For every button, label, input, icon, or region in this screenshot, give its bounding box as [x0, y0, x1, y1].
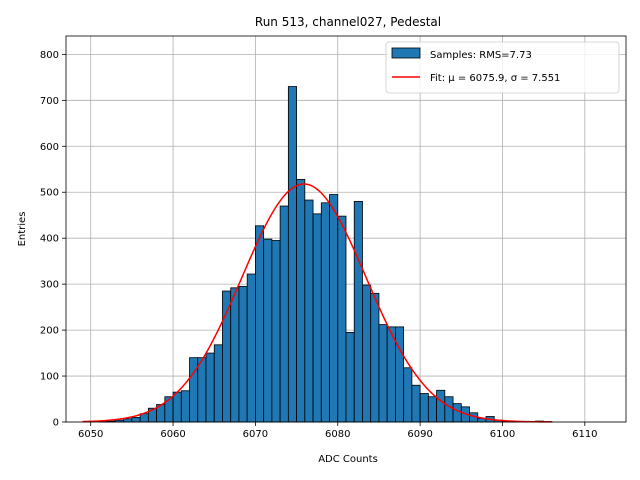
histogram-bar — [395, 326, 405, 423]
x-axis-label: ADC Counts — [318, 454, 378, 465]
histogram-bar — [403, 367, 413, 423]
x-axis-ticks: 6050 6060 6070 6080 6090 6100 6110 — [78, 422, 598, 440]
histogram-bar — [197, 357, 207, 423]
legend-samples-label: Samples: RMS=7.73 — [430, 50, 532, 61]
x-tick-label: 6090 — [407, 429, 432, 440]
histogram-bar — [312, 213, 322, 423]
legend-fit-label: Fit: μ = 6075.9, σ = 7.551 — [430, 73, 560, 84]
histogram-bar — [304, 199, 314, 423]
histogram-bar — [164, 396, 174, 423]
histogram-bar — [320, 202, 330, 423]
x-tick-label: 6110 — [572, 429, 597, 440]
histogram-bar — [172, 391, 182, 423]
y-tick-label: 0 — [53, 418, 59, 429]
histogram-bar — [362, 284, 372, 423]
y-tick-label: 300 — [40, 280, 59, 291]
y-axis-ticks: 0 100 200 300 400 500 600 700 800 — [40, 50, 66, 429]
histogram-bar — [279, 205, 289, 423]
histogram-bar — [296, 178, 306, 423]
x-tick-label: 6060 — [160, 429, 185, 440]
histogram-bar — [427, 396, 437, 423]
y-tick-label: 500 — [40, 188, 59, 199]
y-tick-label: 400 — [40, 234, 59, 245]
histogram-bar — [337, 215, 347, 423]
histogram-bar — [329, 194, 339, 423]
x-tick-label: 6100 — [490, 429, 515, 440]
legend: Samples: RMS=7.73 Fit: μ = 6075.9, σ = 7… — [385, 41, 620, 94]
histogram-bar — [436, 389, 446, 423]
x-tick-label: 6070 — [243, 429, 268, 440]
histogram-bar — [246, 273, 256, 423]
histogram-bar — [263, 238, 273, 423]
histogram-bar — [452, 403, 462, 423]
x-tick-label: 6080 — [325, 429, 350, 440]
histogram-bar — [386, 326, 396, 423]
y-axis-label: Entries — [17, 212, 28, 247]
legend-samples-swatch — [391, 47, 421, 59]
x-tick-label: 6050 — [78, 429, 103, 440]
histogram-bar — [370, 292, 380, 423]
chart-title: Run 513, channel027, Pedestal — [255, 15, 441, 29]
histogram-bar — [238, 286, 248, 423]
histogram-bars — [98, 86, 553, 423]
y-tick-label: 200 — [40, 326, 59, 337]
histogram-bar — [180, 390, 190, 423]
histogram-bar — [411, 384, 421, 423]
histogram-bar — [345, 331, 355, 423]
y-tick-label: 700 — [40, 96, 59, 107]
histogram-bar — [378, 324, 388, 423]
y-tick-label: 800 — [40, 50, 59, 61]
histogram-bar — [131, 417, 141, 423]
histogram-bar — [213, 344, 223, 423]
histogram-bar — [255, 225, 265, 423]
histogram-bar — [271, 240, 281, 423]
histogram-bar — [353, 201, 363, 423]
histogram-bar — [123, 418, 133, 423]
fit-curve — [82, 183, 552, 423]
histogram-bar — [230, 287, 240, 423]
histogram-bar — [205, 352, 215, 423]
plot-frame — [65, 35, 627, 423]
y-tick-label: 600 — [40, 142, 59, 153]
histogram-bar — [287, 86, 297, 423]
y-tick-label: 100 — [40, 372, 59, 383]
histogram-bar — [419, 393, 429, 423]
legend-box — [385, 41, 620, 94]
histogram-bar — [444, 396, 454, 423]
